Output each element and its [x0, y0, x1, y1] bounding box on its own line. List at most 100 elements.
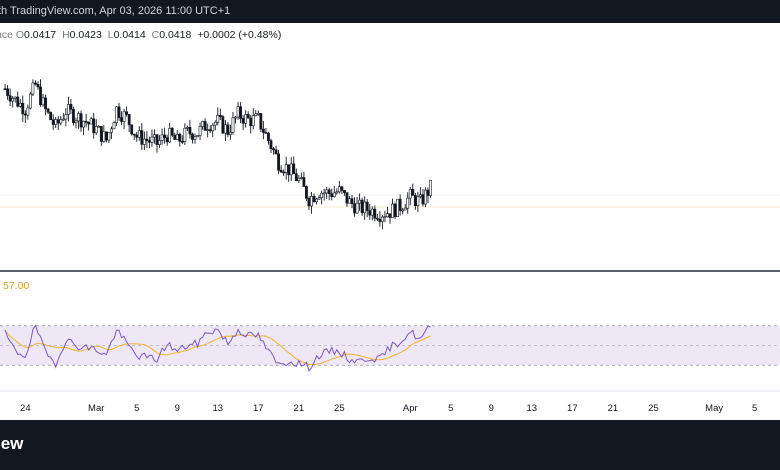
candle	[370, 206, 374, 221]
x-tick-label: 5	[752, 403, 757, 414]
candle	[340, 185, 344, 195]
candle	[418, 187, 422, 199]
candle	[363, 196, 367, 220]
candle	[408, 186, 412, 206]
candle	[135, 131, 139, 142]
candle	[145, 131, 149, 148]
candle	[89, 116, 93, 125]
candle	[110, 126, 113, 139]
rsi-ma-line	[4, 329, 431, 366]
candle	[345, 192, 349, 207]
candle	[279, 165, 283, 173]
candle	[211, 123, 215, 137]
x-tick-label: 13	[213, 403, 224, 414]
candles-group	[3, 79, 432, 230]
candle	[77, 111, 80, 129]
candle	[203, 118, 207, 131]
candle	[406, 192, 410, 214]
candle	[34, 80, 37, 86]
candle	[120, 111, 123, 126]
price-pane	[0, 79, 780, 230]
candle	[186, 125, 189, 132]
candle	[274, 145, 278, 155]
candle	[92, 112, 96, 139]
candle	[429, 179, 432, 199]
candle	[39, 79, 42, 107]
x-tick-label: 25	[648, 403, 659, 414]
candle	[102, 124, 106, 143]
x-tick-label: 21	[294, 403, 305, 414]
candle	[216, 107, 220, 126]
candle	[292, 156, 296, 174]
price-chart[interactable]: 24 Mar 5 9 13 17 21 25 Apr 5 9 13 17 21 25 May 5	[0, 23, 780, 420]
candle	[74, 117, 78, 129]
candle	[148, 136, 151, 149]
candle	[155, 134, 159, 153]
candle	[261, 121, 265, 140]
candle	[198, 122, 202, 141]
candle	[259, 113, 263, 133]
candle	[46, 107, 50, 115]
candle	[254, 110, 258, 117]
candle	[244, 110, 248, 128]
candle	[6, 85, 9, 100]
candle	[424, 187, 427, 208]
candle	[267, 131, 270, 145]
candle	[226, 121, 230, 138]
candle	[236, 101, 240, 120]
candle	[234, 115, 237, 124]
candle	[8, 88, 12, 106]
candle	[13, 96, 17, 103]
x-tick-label: Mar	[88, 403, 104, 414]
candle	[127, 113, 131, 133]
candle	[421, 189, 425, 207]
candle	[59, 116, 63, 126]
candle	[178, 132, 182, 147]
chart-header-title: th TradingView.com, Apr 03, 2026 11:00 U…	[0, 5, 231, 17]
candle	[206, 123, 210, 138]
candle	[87, 121, 91, 131]
candle	[18, 99, 22, 108]
top-bar: th TradingView.com, Apr 03, 2026 11:00 U…	[0, 0, 780, 23]
candle	[310, 191, 313, 214]
candle	[82, 120, 85, 136]
high-label: H	[62, 29, 70, 41]
candle	[99, 125, 103, 146]
candle	[312, 193, 316, 203]
candle	[168, 122, 172, 144]
candle	[401, 207, 405, 215]
time-axis: 24 Mar 5 9 13 17 21 25 Apr 5 9 13 17 21 25 May 5	[20, 403, 757, 414]
candle	[3, 84, 7, 90]
candle	[173, 132, 177, 140]
candle	[196, 135, 199, 138]
candle	[287, 164, 291, 182]
candle	[72, 106, 75, 126]
candle	[218, 108, 222, 120]
ohlc-legend: nce O0.0417 H0.0423 L0.0414 C0.0418 +0.0…	[0, 29, 281, 41]
candle	[150, 129, 154, 147]
candle	[375, 213, 379, 222]
x-tick-label: Apr	[403, 403, 418, 414]
candle	[360, 197, 364, 216]
candle	[317, 195, 321, 200]
candle	[56, 116, 60, 131]
candle	[246, 111, 250, 119]
candle	[335, 188, 339, 195]
candle	[426, 187, 430, 204]
close-value: 0.0418	[159, 29, 192, 41]
candle	[84, 114, 88, 128]
candle	[383, 210, 387, 223]
candle	[277, 149, 280, 175]
candle	[44, 94, 47, 116]
x-tick-label: 13	[527, 403, 538, 414]
rsi-pane	[0, 324, 780, 372]
candle	[398, 194, 402, 216]
candle	[378, 211, 382, 227]
candle	[350, 194, 354, 209]
candle	[213, 120, 217, 131]
candle	[115, 106, 118, 126]
candle	[51, 114, 55, 130]
candle	[322, 188, 326, 201]
x-tick-label: 9	[175, 403, 180, 414]
candle	[231, 111, 235, 135]
